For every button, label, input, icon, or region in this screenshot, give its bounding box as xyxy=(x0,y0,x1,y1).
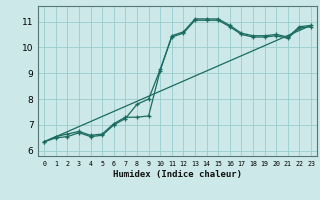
X-axis label: Humidex (Indice chaleur): Humidex (Indice chaleur) xyxy=(113,170,242,179)
